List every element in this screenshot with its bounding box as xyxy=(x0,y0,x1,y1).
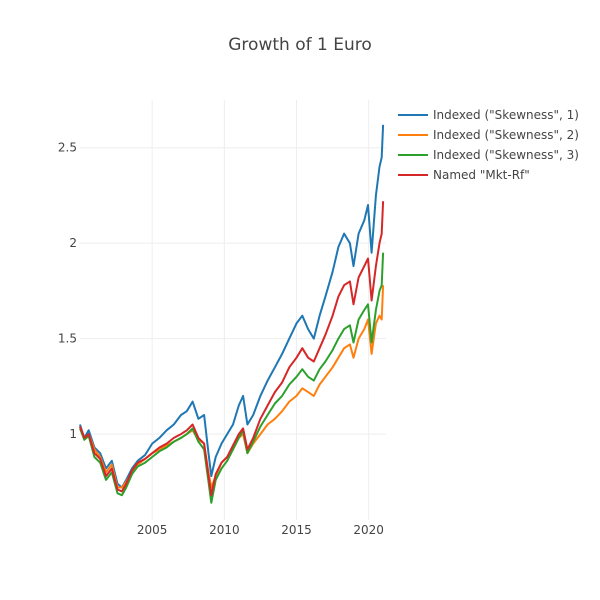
legend-label: Named "Mkt-Rf" xyxy=(433,168,530,182)
y-tick-label: 2.5 xyxy=(58,141,77,155)
legend-label: Indexed ("Skewness", 3) xyxy=(433,148,579,162)
legend-item[interactable]: Indexed ("Skewness", 3) xyxy=(398,148,579,162)
x-axis-ticks: 2005 2010 2015 2020 xyxy=(137,523,384,537)
series-line xyxy=(79,252,385,504)
x-tick-label: 2005 xyxy=(137,523,168,537)
legend-item[interactable]: Indexed ("Skewness", 2) xyxy=(398,128,579,142)
legend-label: Indexed ("Skewness", 2) xyxy=(433,128,579,142)
x-tick-label: 2010 xyxy=(209,523,240,537)
series-line xyxy=(79,201,385,497)
series-line xyxy=(79,285,385,489)
chart-title: Growth of 1 Euro xyxy=(228,35,371,55)
y-tick-label: 1.5 xyxy=(58,332,77,346)
legend[interactable]: Indexed ("Skewness", 1) Indexed ("Skewnes… xyxy=(398,108,579,182)
x-tick-label: 2015 xyxy=(281,523,312,537)
gridlines xyxy=(80,100,386,520)
legend-label: Indexed ("Skewness", 1) xyxy=(433,108,579,122)
series-line xyxy=(79,124,385,489)
y-tick-label: 2 xyxy=(69,236,77,250)
legend-item[interactable]: Indexed ("Skewness", 1) xyxy=(398,108,579,122)
legend-item[interactable]: Named "Mkt-Rf" xyxy=(398,168,530,182)
x-tick-label: 2020 xyxy=(353,523,384,537)
y-axis-ticks: 1 1.5 2 2.5 xyxy=(58,141,77,441)
plot-area xyxy=(79,124,385,504)
y-tick-label: 1 xyxy=(69,427,77,441)
